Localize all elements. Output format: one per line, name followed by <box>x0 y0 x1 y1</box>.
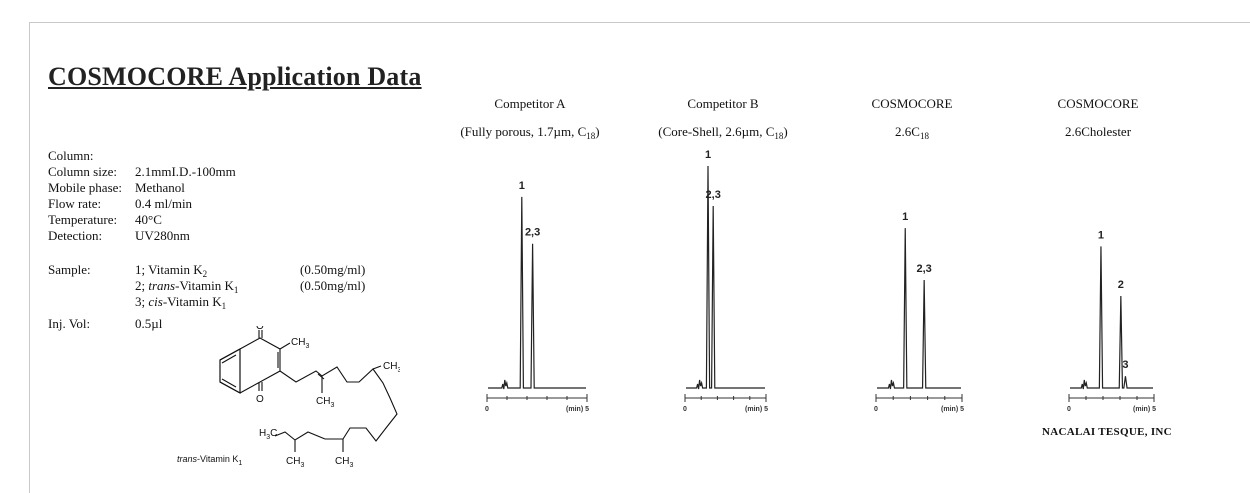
peak-label: 1 <box>705 149 711 161</box>
sample-item: 2; trans-Vitamin K1 (0.50mg/ml) <box>135 278 405 295</box>
benzene-double-bond <box>221 354 237 364</box>
injection-volume: Inj. Vol: 0.5µl <box>48 316 162 332</box>
sample-item: 3; cis-Vitamin K1 <box>135 294 405 311</box>
column-size-label: Column size: <box>48 164 117 179</box>
sample-name: Vitamin K <box>148 262 203 277</box>
atom-label-ch3: CH3 <box>383 361 400 374</box>
column-size-value: 2.1mmI.D.-100mm <box>135 164 236 179</box>
temperature-value: 40°C <box>135 212 162 227</box>
column-label: Column: <box>48 148 94 163</box>
peak-label: 2,3 <box>706 189 721 201</box>
column-header-spec: (Fully porous, 1.7µm, C18) <box>460 124 600 141</box>
column-header-spec: 2.6C18 <box>895 124 929 141</box>
peak-label: 2,3 <box>917 263 932 275</box>
atom-label-ch3: CH3 <box>286 456 304 469</box>
peak-label: 1 <box>902 211 908 223</box>
chromatogram-trace <box>1070 246 1153 390</box>
peak-label: 3 <box>1122 359 1128 371</box>
chromatogram-trace <box>488 196 586 390</box>
condition-row-mobile-phase: Mobile phase: Methanol <box>48 180 236 196</box>
condition-row-detection: Detection: UV280nm <box>48 228 236 244</box>
company-name: NACALAI TESQUE, INC <box>1042 426 1172 438</box>
benzene-double-bond <box>221 378 237 388</box>
quinone-ring <box>239 337 281 394</box>
column-header-name: COSMOCORE <box>1057 96 1139 111</box>
x-tick-label: 0 <box>874 406 878 413</box>
methyl-bond <box>279 342 291 350</box>
sample-name-italic: trans <box>148 278 176 293</box>
sample-sub: 1 <box>233 285 239 295</box>
atom-label-o: O <box>256 394 264 405</box>
sample-name: -Vitamin K <box>175 278 234 293</box>
sample-sub: 1 <box>221 301 227 311</box>
conditions-table: Column: Column size: 2.1mmI.D.-100mm Mob… <box>48 148 236 244</box>
x-tick-label: (min) 5 <box>1133 406 1156 413</box>
atom-label-ch3: CH3 <box>316 396 334 409</box>
chain-methyl-bond <box>372 365 382 370</box>
sample-concentration: (0.50mg/ml) <box>300 278 366 293</box>
sample-prefix: 1; <box>135 262 149 277</box>
sample-prefix: 3; <box>135 294 149 309</box>
detection-label: Detection: <box>48 228 103 243</box>
x-tick-label: (min) 5 <box>745 406 768 413</box>
sample-item: 1; Vitamin K2 (0.50mg/ml) <box>135 262 405 279</box>
phytyl-chain <box>279 366 398 442</box>
sample-name: -Vitamin K <box>162 294 222 309</box>
column-header-name: Competitor A <box>494 96 566 111</box>
atom-label-h3c: H3C <box>259 428 277 441</box>
column-header-spec: (Core-Shell, 2.6µm, C18) <box>658 124 788 141</box>
x-tick-label: 0 <box>1067 406 1071 413</box>
x-tick-label: (min) 5 <box>566 406 589 413</box>
peak-label: 2,3 <box>525 227 540 239</box>
vitamin-k1-structure: O O CH3 CH3 CH3 H3C CH3 CH3 trans-Vitami… <box>177 326 400 469</box>
x-tick-label: 0 <box>683 406 687 413</box>
peak-label: 1 <box>519 180 525 192</box>
chromatograms: 0 (min) 5 1 2,3 0 (min) 5 1 2,3 0 (min) 5 1 2,3 0 (mi… <box>485 149 1156 413</box>
atom-label-ch3: CH3 <box>291 337 309 350</box>
x-tick-label: (min) 5 <box>941 406 964 413</box>
column-header-name: Competitor B <box>687 96 759 111</box>
x-tick-label: 0 <box>485 406 489 413</box>
condition-row-column-size: Column size: 2.1mmI.D.-100mm <box>48 164 236 180</box>
page-title: COSMOCORE Application Data <box>48 62 422 91</box>
atom-label-ch3: CH3 <box>335 456 353 469</box>
peak-label: 2 <box>1118 279 1124 291</box>
mobile-phase-label: Mobile phase: <box>48 180 123 195</box>
flow-rate-value: 0.4 ml/min <box>135 196 193 211</box>
peak-label: 1 <box>1098 229 1104 241</box>
condition-row-column: Column: <box>48 148 236 164</box>
detection-value: UV280nm <box>135 228 190 243</box>
page-frame <box>29 22 1250 493</box>
temperature-label: Temperature: <box>48 212 118 227</box>
sample-concentration: (0.50mg/ml) <box>300 262 366 277</box>
sample-label: Sample: <box>48 262 91 277</box>
sample-sub: 2 <box>202 269 208 279</box>
column-header-spec: 2.6Cholester <box>1064 124 1132 139</box>
flow-rate-label: Flow rate: <box>48 196 102 211</box>
benzene-ring-bonds <box>219 348 241 394</box>
chain-double-bond <box>317 373 325 380</box>
injection-value: 0.5µl <box>135 316 163 331</box>
condition-row-temperature: Temperature: 40°C <box>48 212 236 228</box>
mobile-phase-value: Methanol <box>135 180 185 195</box>
sample-prefix: 2; <box>135 278 149 293</box>
atom-label-o: O <box>256 326 264 332</box>
sample-name-italic: cis <box>148 294 163 309</box>
chromatogram-trace <box>686 165 765 390</box>
chromatogram-trace <box>877 228 961 390</box>
column-header-name: COSMOCORE <box>871 96 953 111</box>
injection-label: Inj. Vol: <box>48 316 91 331</box>
condition-row-flow-rate: Flow rate: 0.4 ml/min <box>48 196 236 212</box>
structure-caption: trans-Vitamin K1 <box>177 454 242 467</box>
